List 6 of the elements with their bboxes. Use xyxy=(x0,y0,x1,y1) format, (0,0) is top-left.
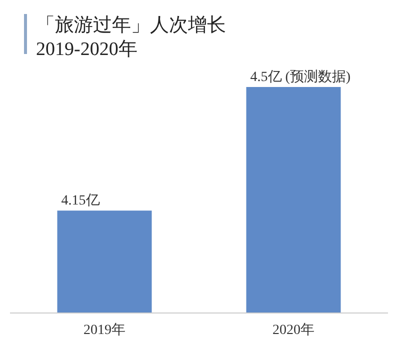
data-label: 4.5亿 (预测数据) xyxy=(250,69,351,85)
x-tick-label: 2020年 xyxy=(272,322,314,338)
chart-title: 「旅游过年」人次增长 xyxy=(36,15,226,36)
data-label: 4.15亿 xyxy=(61,192,100,209)
chart-subtitle: 2019-2020年 xyxy=(36,39,138,60)
x-tick-label: 2019年 xyxy=(84,322,126,338)
